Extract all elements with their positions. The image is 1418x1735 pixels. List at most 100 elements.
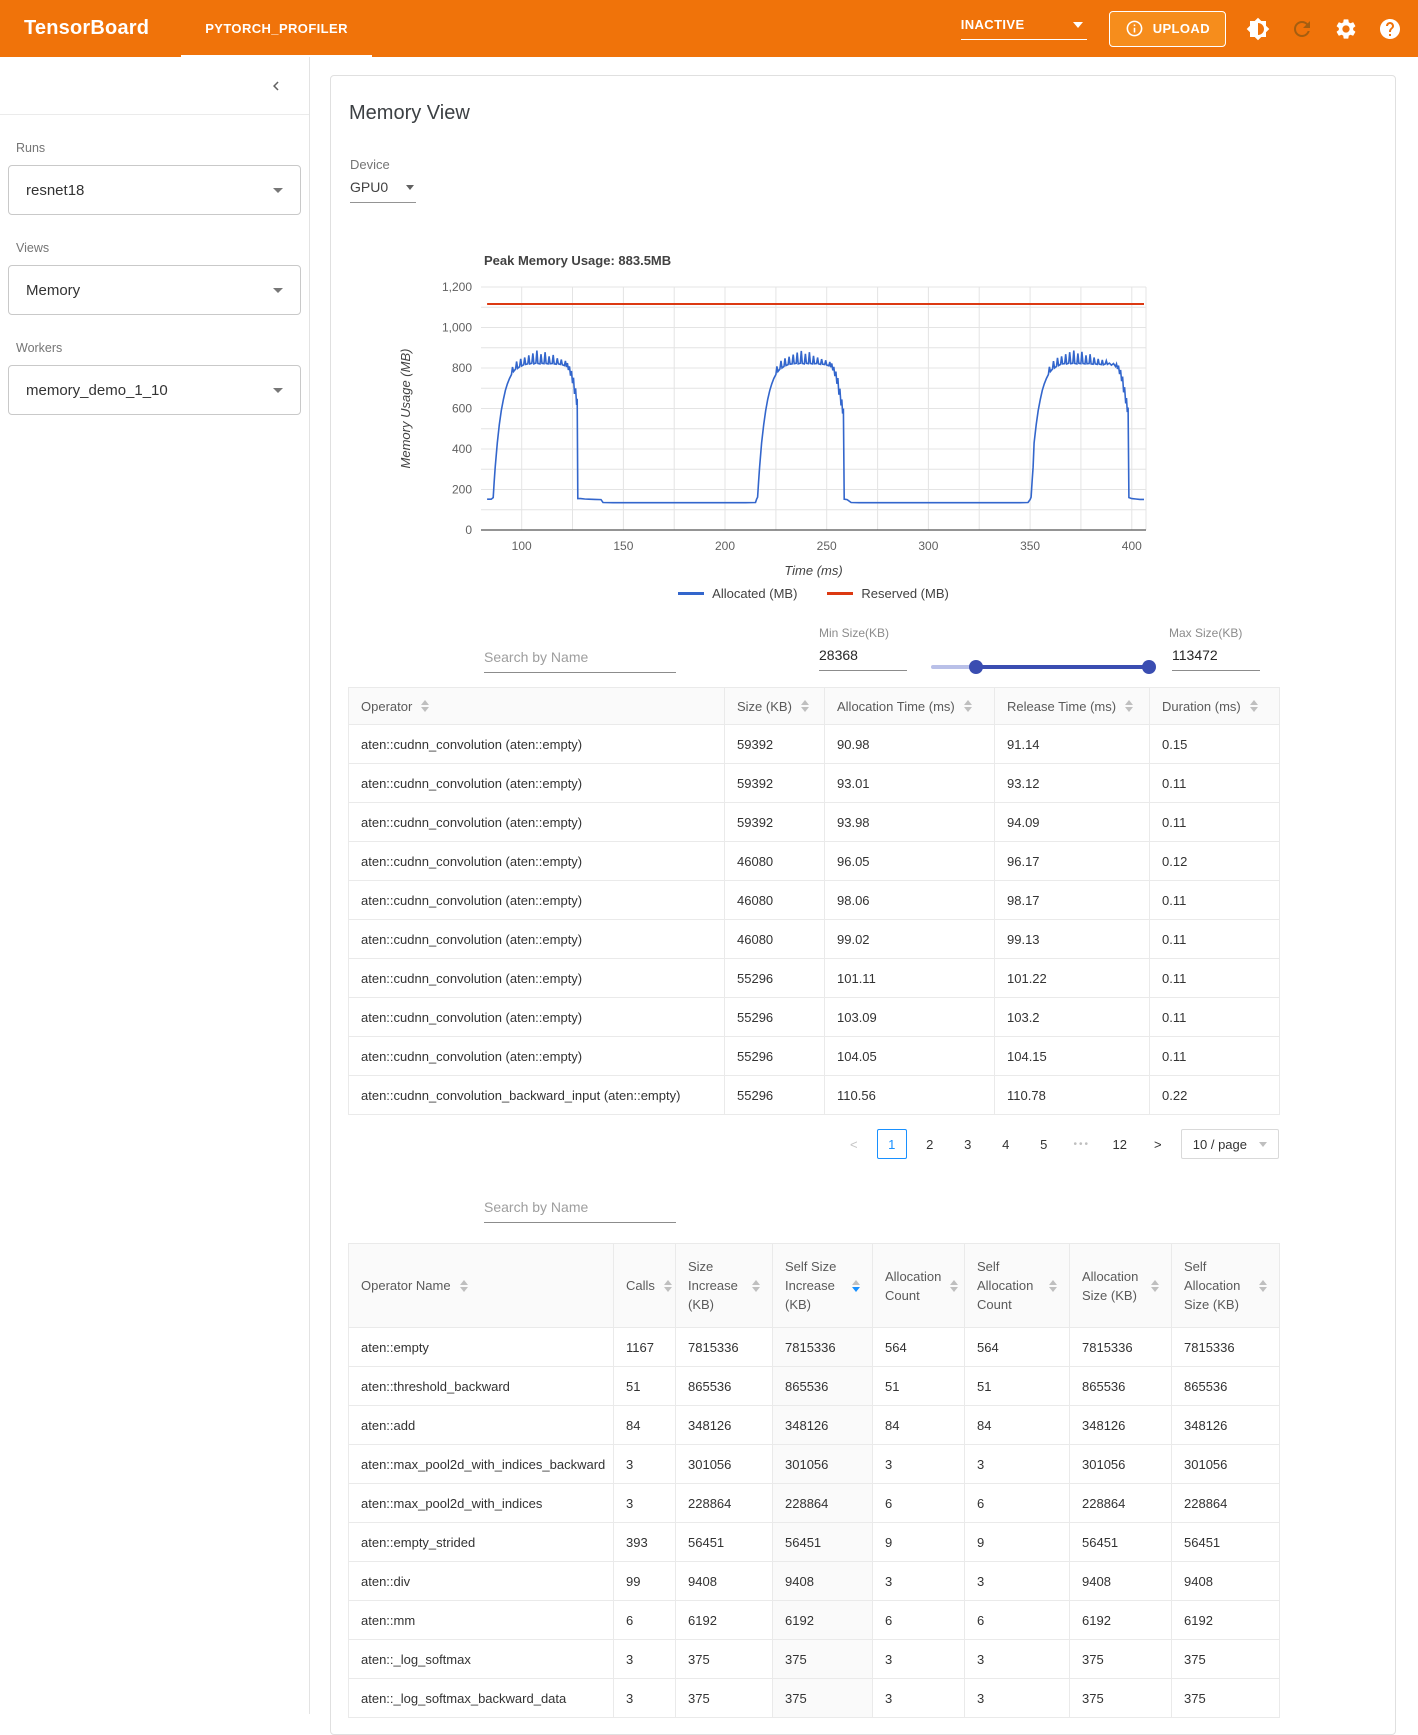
table-row[interactable]: aten::_log_softmax 3 375 375 3 3 375 375 [348, 1639, 1280, 1679]
sort-icon[interactable] [800, 700, 809, 712]
table-row[interactable]: aten::_log_softmax_backward_data 3 375 375 3… [348, 1678, 1280, 1718]
column-header-calls[interactable]: Calls [613, 1243, 676, 1328]
upload-button[interactable]: UPLOAD [1108, 10, 1226, 47]
next-page-button[interactable]: > [1153, 1136, 1162, 1152]
column-header-release-time-ms[interactable]: Release Time (ms) [994, 687, 1150, 725]
column-header-operator-name[interactable]: Operator Name [348, 1243, 614, 1328]
table-cell: 55296 [724, 997, 825, 1037]
page-size-value: 10 / page [1192, 1136, 1247, 1152]
slider-handle-min[interactable] [969, 660, 984, 674]
column-header-operator[interactable]: Operator [348, 687, 725, 725]
table-row[interactable]: aten::cudnn_convolution (aten::empty) 593… [348, 763, 1280, 803]
column-header-self-allocation-count[interactable]: Self Allocation Count [964, 1243, 1070, 1328]
workers-label: Workers [16, 341, 63, 355]
column-header-size-kb[interactable]: Size (KB) [724, 687, 825, 725]
sort-icon[interactable] [1249, 700, 1258, 712]
sort-icon[interactable] [1049, 1279, 1057, 1292]
table-row[interactable]: aten::cudnn_convolution (aten::empty) 460… [348, 919, 1280, 959]
table-cell: 46080 [724, 919, 825, 959]
table-row[interactable]: aten::max_pool2d_with_indices 3 228864 2288… [348, 1483, 1280, 1523]
table-row[interactable]: aten::cudnn_convolution_backward_input (… [348, 1075, 1280, 1115]
column-header-self-allocation-size-kb[interactable]: Self Allocation Size (KB) [1171, 1243, 1280, 1328]
tab-pytorch-profiler[interactable]: PYTORCH_PROFILER [181, 0, 372, 57]
table-row[interactable]: aten::add 84 348126 348126 84 84 348126 348126 [348, 1405, 1280, 1445]
table-row[interactable]: aten::cudnn_convolution (aten::empty) 552… [348, 997, 1280, 1037]
table-cell: 301056 [1171, 1444, 1280, 1484]
table-cell: 375 [675, 1639, 773, 1679]
sidebar: Runs resnet18 Views Memory Workers memor… [0, 57, 310, 1714]
device-select-value: GPU0 [350, 179, 389, 195]
table-cell: 564 [964, 1327, 1070, 1367]
runs-select[interactable]: resnet18 [8, 165, 301, 215]
table-cell: 3 [964, 1639, 1070, 1679]
sort-icon[interactable] [1259, 1279, 1267, 1292]
table-row[interactable]: aten::cudnn_convolution (aten::empty) 593… [348, 724, 1280, 764]
sort-icon[interactable] [421, 700, 430, 712]
sort-icon[interactable] [1151, 1279, 1159, 1292]
collapse-chevron-left-icon[interactable] [267, 77, 285, 95]
help-icon[interactable] [1378, 17, 1402, 41]
search-input[interactable] [484, 647, 676, 673]
min-size-input[interactable] [819, 645, 907, 671]
refresh-icon[interactable] [1290, 17, 1314, 41]
page-3[interactable]: 3 [964, 1136, 972, 1152]
operator-search-input[interactable] [484, 1197, 676, 1223]
sort-icon[interactable] [1125, 700, 1134, 712]
max-size-input[interactable] [1172, 645, 1260, 671]
table-row[interactable]: aten::threshold_backward 51 865536 865536 51… [348, 1366, 1280, 1406]
page-1[interactable]: 1 [876, 1129, 907, 1159]
legend-item-allocated[interactable]: Allocated (MB) [678, 586, 797, 601]
sort-icon[interactable] [663, 1279, 672, 1292]
column-header-size-increase-kb[interactable]: Size Increase (KB) [675, 1243, 773, 1328]
table-cell: aten::threshold_backward [348, 1366, 614, 1406]
column-header-allocation-time-ms[interactable]: Allocation Time (ms) [824, 687, 995, 725]
table-cell: 46080 [724, 841, 825, 881]
column-header-allocation-size-kb[interactable]: Allocation Size (KB) [1069, 1243, 1172, 1328]
table-cell: aten::mm [348, 1600, 614, 1640]
sort-icon[interactable] [852, 1279, 860, 1292]
table-cell: 104.15 [994, 1036, 1150, 1076]
table-row[interactable]: aten::cudnn_convolution (aten::empty) 552… [348, 1036, 1280, 1076]
memory-usage-chart[interactable]: 0 200 400 600 800 1,000 1,200 100 150 200 250 300 35… [396, 272, 1156, 584]
column-header-duration-ms[interactable]: Duration (ms) [1149, 687, 1280, 725]
sort-icon[interactable] [459, 1279, 468, 1292]
theme-brightness-icon[interactable] [1246, 17, 1270, 41]
table-row[interactable]: aten::empty_strided 393 56451 56451 9 9 56451 5… [348, 1522, 1280, 1562]
workers-select[interactable]: memory_demo_1_10 [8, 365, 301, 415]
page-size-select[interactable]: 10 / page [1180, 1129, 1279, 1159]
table-row[interactable]: aten::max_pool2d_with_indices_backward 3 3… [348, 1444, 1280, 1484]
table-row[interactable]: aten::cudnn_convolution (aten::empty) 460… [348, 841, 1280, 881]
table-row[interactable]: aten::mm 6 6192 6192 6 6 6192 6192 [348, 1600, 1280, 1640]
legend-item-reserved[interactable]: Reserved (MB) [827, 586, 949, 601]
sort-icon[interactable] [752, 1279, 760, 1292]
page-2[interactable]: 2 [926, 1136, 934, 1152]
table-row[interactable]: aten::cudnn_convolution (aten::empty) 460… [348, 880, 1280, 920]
page-4[interactable]: 4 [1002, 1136, 1010, 1152]
chevron-down-icon [273, 387, 283, 393]
sort-icon[interactable] [963, 700, 972, 712]
device-select[interactable]: GPU0 [350, 174, 416, 203]
runs-select-value: resnet18 [26, 181, 85, 199]
table-row[interactable]: aten::div 99 9408 9408 3 3 9408 9408 [348, 1561, 1280, 1601]
table-cell: 99.13 [994, 919, 1150, 959]
views-select[interactable]: Memory [8, 265, 301, 315]
prev-page-button[interactable]: < [849, 1136, 858, 1152]
page-5[interactable]: 5 [1040, 1136, 1048, 1152]
page-ellipsis[interactable]: ••• [1073, 1138, 1091, 1150]
table-row[interactable]: aten::cudnn_convolution (aten::empty) 593… [348, 802, 1280, 842]
column-label: Duration (ms) [1162, 698, 1241, 714]
status-select[interactable]: INACTIVE [960, 17, 1087, 40]
svg-text:300: 300 [918, 539, 938, 553]
table-cell: 110.78 [994, 1075, 1150, 1115]
table-row[interactable]: aten::empty 1167 7815336 7815336 564 564 78153… [348, 1327, 1280, 1367]
page-12[interactable]: 12 [1112, 1136, 1128, 1152]
main-content: Memory View Device GPU0 Peak Memory Usag… [310, 57, 1418, 1735]
size-range-slider[interactable] [931, 660, 1156, 674]
table-cell: 101.11 [824, 958, 995, 998]
column-header-allocation-count[interactable]: Allocation Count [872, 1243, 965, 1328]
table-row[interactable]: aten::cudnn_convolution (aten::empty) 552… [348, 958, 1280, 998]
slider-handle-max[interactable] [1141, 660, 1156, 674]
sort-icon[interactable] [950, 1279, 959, 1292]
column-header-self-size-increase-kb[interactable]: Self Size Increase (KB) [772, 1243, 873, 1328]
settings-gear-icon[interactable] [1334, 17, 1358, 41]
